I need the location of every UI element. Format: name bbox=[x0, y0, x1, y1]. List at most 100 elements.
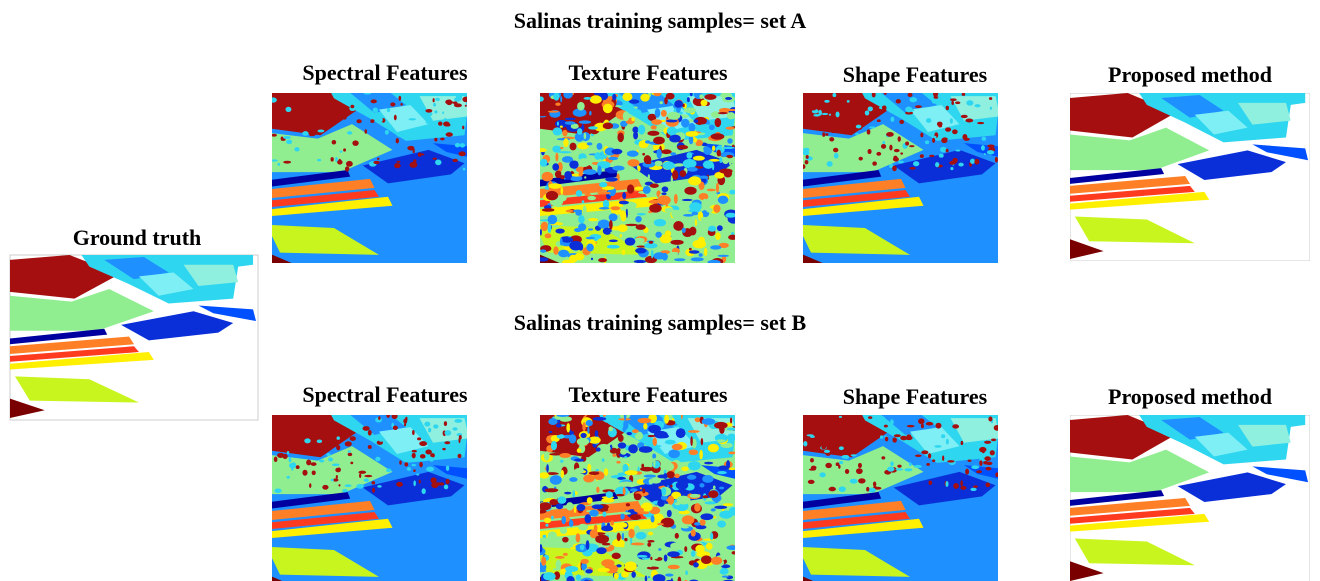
speckle bbox=[716, 183, 719, 193]
speckle bbox=[608, 506, 621, 512]
speckle bbox=[583, 205, 587, 214]
speckle bbox=[454, 419, 462, 423]
speckle bbox=[310, 418, 316, 421]
speckle bbox=[858, 463, 862, 468]
speckle bbox=[538, 96, 544, 101]
speckle bbox=[457, 454, 461, 458]
speckle bbox=[724, 169, 732, 177]
speckle bbox=[345, 441, 352, 446]
speckle bbox=[375, 457, 380, 462]
speckle bbox=[657, 195, 671, 205]
speckle bbox=[616, 494, 625, 496]
speckle bbox=[623, 111, 630, 121]
speckle bbox=[607, 245, 620, 249]
speckle bbox=[577, 102, 585, 111]
speckle bbox=[551, 516, 554, 520]
speckle bbox=[686, 152, 692, 159]
speckle bbox=[674, 100, 683, 108]
speckle bbox=[633, 109, 641, 113]
speckle bbox=[732, 551, 737, 554]
speckle bbox=[433, 98, 435, 102]
speckle bbox=[669, 252, 679, 255]
speckle bbox=[974, 104, 980, 107]
speckle bbox=[553, 246, 558, 254]
speckle bbox=[637, 213, 646, 216]
speckle bbox=[540, 229, 542, 236]
speckle bbox=[271, 159, 278, 161]
speckle bbox=[444, 430, 451, 436]
speckle bbox=[587, 142, 593, 145]
speckle bbox=[631, 571, 635, 578]
speckle bbox=[302, 131, 308, 136]
speckle bbox=[884, 425, 888, 428]
speckle bbox=[601, 498, 614, 503]
speckle bbox=[433, 424, 438, 428]
speckle bbox=[713, 516, 716, 518]
speckle bbox=[710, 245, 721, 249]
speckle bbox=[588, 228, 593, 230]
speckle bbox=[712, 146, 715, 151]
speckle bbox=[605, 423, 609, 430]
speckle bbox=[713, 485, 716, 489]
speckle bbox=[564, 492, 571, 495]
speckle bbox=[994, 425, 1001, 431]
speckle bbox=[293, 440, 300, 444]
speckle bbox=[618, 442, 626, 448]
speckle bbox=[434, 110, 437, 113]
speckle bbox=[685, 570, 688, 575]
speckle bbox=[307, 97, 315, 100]
speckle bbox=[655, 108, 661, 118]
label: Spectral Features bbox=[302, 60, 468, 85]
speckle bbox=[899, 120, 904, 124]
speckle bbox=[609, 213, 618, 221]
speckle bbox=[594, 91, 601, 96]
speckle bbox=[608, 426, 613, 431]
speckle bbox=[704, 94, 716, 100]
speckle bbox=[621, 572, 629, 578]
speckle bbox=[921, 424, 924, 429]
speckle bbox=[358, 471, 366, 474]
speckle bbox=[444, 421, 447, 426]
speckle bbox=[944, 100, 948, 103]
speckle bbox=[867, 129, 871, 134]
speckle bbox=[589, 111, 591, 115]
speckle bbox=[991, 438, 996, 441]
speckle bbox=[935, 423, 941, 429]
speckle bbox=[640, 94, 649, 102]
speckle bbox=[704, 248, 707, 257]
speckle bbox=[567, 448, 575, 451]
speckle bbox=[661, 518, 675, 528]
speckle bbox=[699, 450, 703, 460]
speckle bbox=[584, 176, 586, 178]
speckle bbox=[390, 102, 395, 106]
speckle bbox=[688, 430, 700, 433]
speckle bbox=[705, 501, 717, 504]
speckle bbox=[990, 450, 995, 455]
speckle bbox=[444, 485, 448, 490]
label-ground-truth: Ground truth bbox=[73, 225, 202, 250]
speckle bbox=[695, 545, 704, 553]
speckle bbox=[695, 525, 706, 529]
speckle bbox=[632, 429, 639, 433]
speckle bbox=[570, 143, 577, 151]
speckle bbox=[886, 132, 894, 137]
speckle bbox=[387, 108, 390, 112]
speckle bbox=[701, 438, 704, 445]
speckle bbox=[726, 179, 728, 186]
speckle bbox=[882, 141, 885, 144]
speckle bbox=[951, 101, 954, 105]
speckle bbox=[648, 435, 656, 437]
speckle bbox=[446, 132, 453, 136]
speckle bbox=[889, 145, 892, 151]
speckle bbox=[606, 491, 613, 498]
speckle bbox=[278, 163, 281, 166]
speckle bbox=[408, 118, 416, 120]
speckle bbox=[644, 155, 652, 164]
speckle bbox=[728, 235, 737, 240]
speckle bbox=[286, 140, 292, 145]
speckle bbox=[386, 468, 391, 472]
speckle bbox=[693, 156, 705, 161]
speckle bbox=[561, 237, 573, 243]
speckle bbox=[665, 208, 674, 213]
speckle bbox=[548, 531, 557, 540]
